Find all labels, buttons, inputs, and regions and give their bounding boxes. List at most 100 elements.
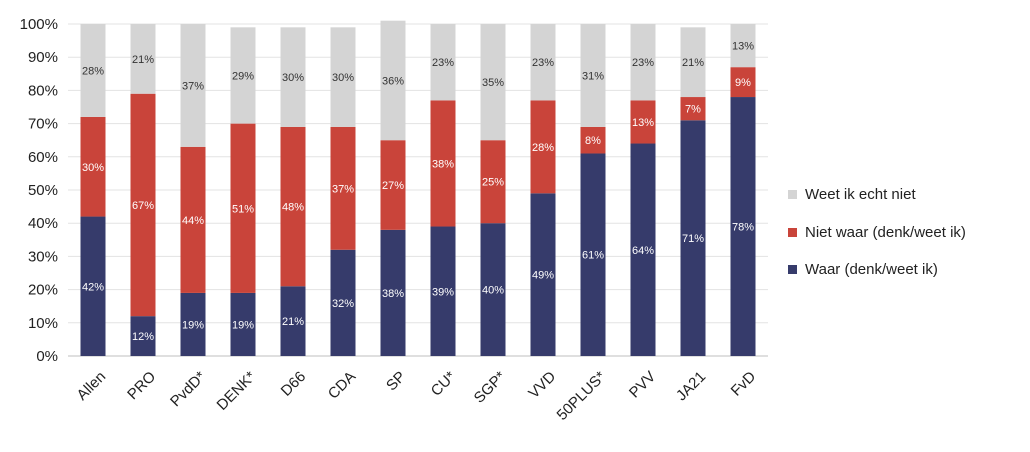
bar-segment [130, 93, 156, 317]
legend-swatch [788, 190, 797, 200]
bar-segment [330, 126, 356, 250]
data-label: 31% [582, 70, 604, 82]
bar-segment [730, 24, 756, 68]
data-label: 28% [532, 142, 554, 154]
y-tick-label: 40% [28, 215, 58, 232]
x-tick-group: JA21 [673, 368, 709, 404]
x-tick-group: PRO [124, 368, 159, 403]
data-label: 37% [332, 183, 354, 195]
y-tick-label: 0% [36, 348, 58, 365]
y-tick-label: 30% [28, 248, 58, 265]
data-label: 71% [682, 233, 704, 245]
bar-segment [530, 193, 556, 356]
data-label: 12% [132, 331, 154, 343]
data-label: 21% [682, 57, 704, 69]
legend-swatch [788, 227, 797, 237]
legend-label: Niet waar (denk/weet ik) [805, 223, 966, 241]
data-label: 19% [232, 319, 254, 331]
bar-segment [480, 140, 506, 224]
data-label: 27% [382, 180, 404, 192]
bar-segment [680, 120, 706, 356]
bar-segment [280, 126, 306, 287]
bar-segment [380, 229, 406, 356]
x-tick-label: SP [383, 368, 409, 394]
y-tick-label: 20% [28, 282, 58, 299]
data-label: 30% [332, 72, 354, 84]
bar-segment [430, 100, 456, 227]
bar-segment [180, 24, 206, 147]
data-label: 30% [82, 162, 104, 174]
bar-segment [430, 24, 456, 101]
data-label: 23% [432, 57, 454, 69]
data-label: 36% [382, 75, 404, 87]
data-label: 61% [582, 250, 604, 262]
data-label: 30% [282, 72, 304, 84]
data-label: 29% [232, 70, 254, 82]
y-tick-label: 80% [28, 82, 58, 99]
y-tick-label: 70% [28, 116, 58, 133]
x-tick-label: PRO [124, 368, 159, 403]
bar-segment [680, 97, 706, 121]
data-label: 78% [732, 222, 754, 234]
bar-segment [280, 286, 306, 356]
bar-segment [380, 140, 406, 230]
data-label: 32% [332, 298, 354, 310]
legend-label: Weet ik echt niet [805, 186, 916, 204]
bar-segment [680, 27, 706, 98]
bar-segment [630, 100, 656, 144]
bar-segment [730, 67, 756, 98]
legend-item-weet-ik-echt-niet: Weet ik echt niet [788, 176, 966, 214]
data-label: 25% [482, 177, 504, 189]
bar-segment [430, 226, 456, 356]
bar-segment [130, 24, 156, 94]
x-tick-label: 50PLUS* [554, 368, 610, 424]
x-tick-group: Allen [74, 368, 110, 404]
x-axis: Allen PRO PvdD* DENK* D66 CDA SP CU* SGP* VVD50PL… [74, 368, 760, 424]
bar-segment [80, 116, 106, 217]
bar-segment [280, 27, 306, 127]
y-tick-label: 90% [28, 49, 58, 66]
y-tick-label: 10% [28, 315, 58, 332]
data-label: 23% [632, 57, 654, 69]
legend-swatch [788, 265, 797, 275]
x-tick-group: SGP* [471, 368, 510, 407]
data-label: 35% [482, 77, 504, 89]
data-label: 13% [732, 41, 754, 53]
data-label: 51% [232, 203, 254, 215]
x-tick-group: PvdD* [167, 368, 209, 410]
legend-item-niet-waar: Niet waar (denk/weet ik) [788, 214, 966, 252]
y-tick-label: 50% [28, 182, 58, 199]
data-label: 7% [685, 104, 701, 116]
bar-segment [330, 249, 356, 356]
data-label: 37% [182, 80, 204, 92]
data-label: 9% [735, 77, 751, 89]
x-tick-label: SGP* [471, 368, 510, 407]
bar-segment [230, 123, 256, 293]
legend: Weet ik echt niet Niet waar (denk/weet i… [788, 176, 966, 289]
bar-segment [230, 27, 256, 124]
data-label: 44% [182, 215, 204, 227]
x-tick-label: CDA [325, 368, 359, 402]
bar-segment [580, 153, 606, 356]
x-tick-group: 50PLUS* [554, 368, 610, 424]
legend-label: Waar (denk/weet ik) [805, 261, 938, 279]
x-tick-label: Allen [74, 368, 110, 404]
data-label: 21% [132, 54, 154, 66]
x-tick-label: PVV [626, 368, 659, 401]
bar-segment [580, 24, 606, 127]
data-label: 13% [632, 117, 654, 129]
x-tick-label: JA21 [673, 368, 709, 404]
x-tick-group: PVV [626, 368, 659, 401]
bar-segment [180, 146, 206, 293]
bar-segment [530, 24, 556, 101]
data-label: 49% [532, 270, 554, 282]
data-label: 42% [82, 281, 104, 293]
data-label: 19% [182, 319, 204, 331]
x-tick-group: SP [383, 368, 409, 394]
x-tick-group: D66 [278, 368, 309, 399]
y-tick-label: 100% [20, 16, 58, 33]
x-tick-group: CDA [325, 368, 359, 402]
data-label: 40% [482, 285, 504, 297]
bar-segment [630, 24, 656, 101]
